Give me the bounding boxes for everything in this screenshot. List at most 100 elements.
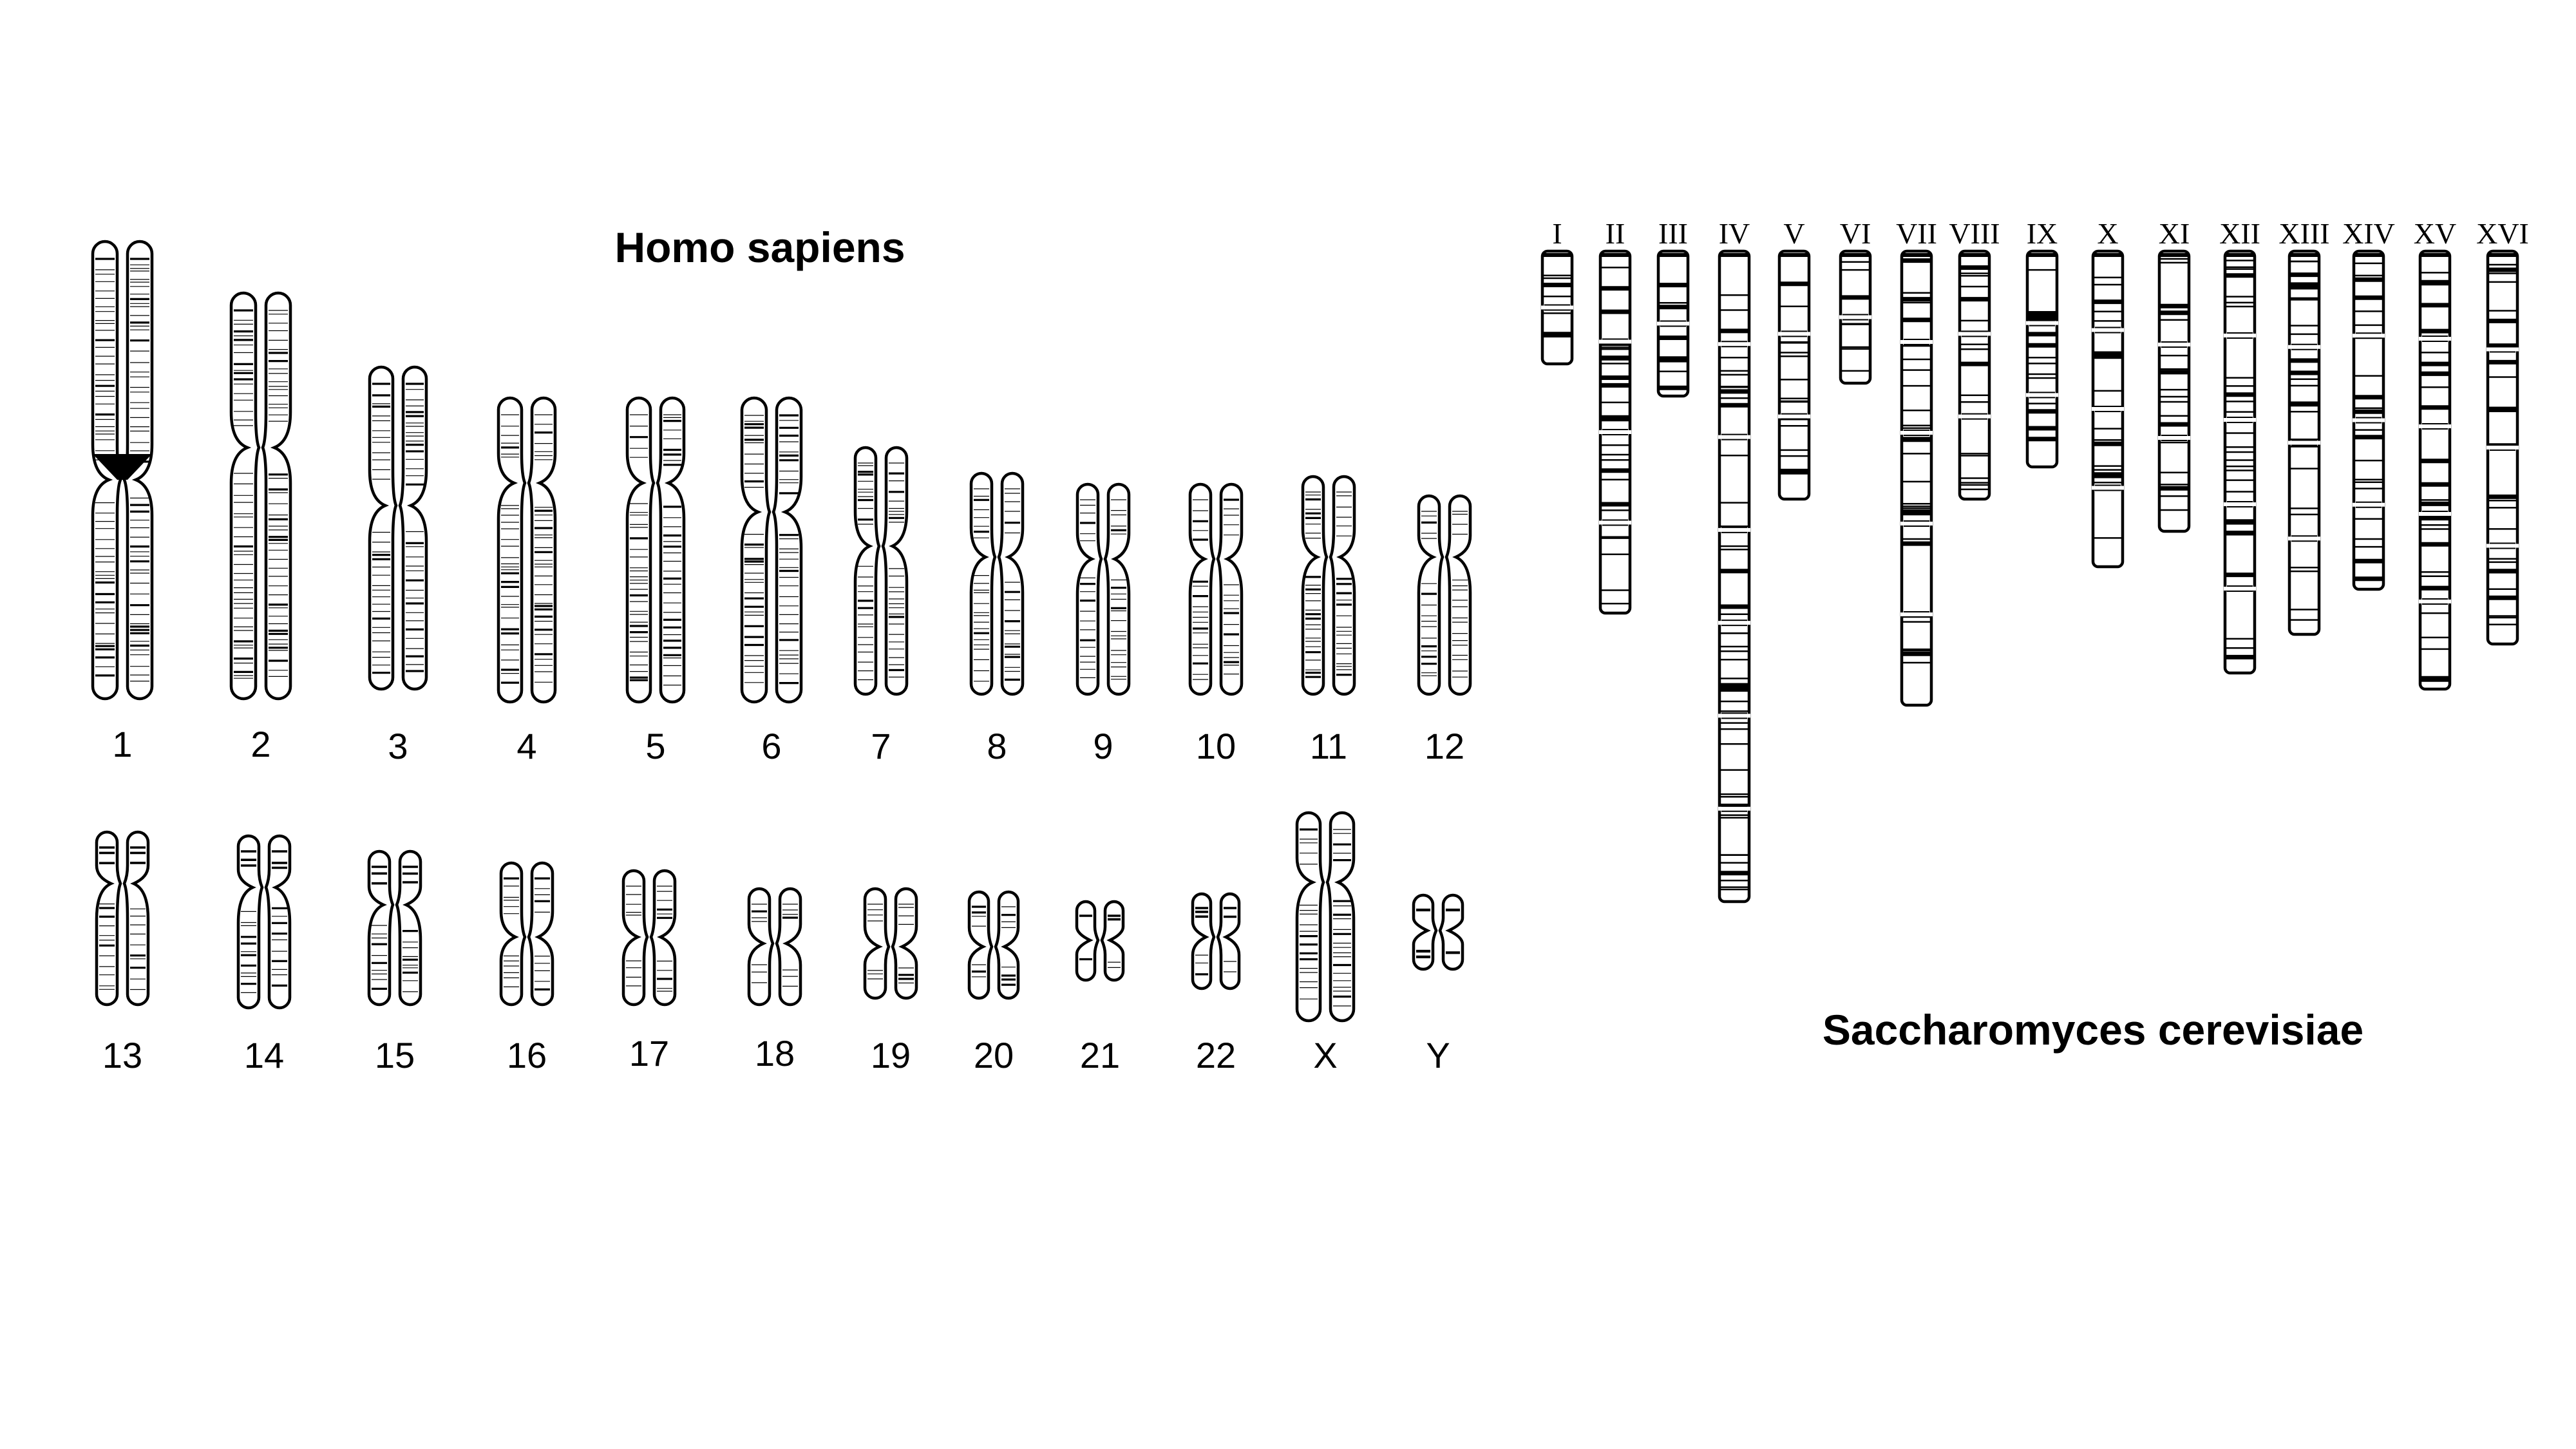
human-chromosome: 13 [97,832,148,1075]
human-chromosome: 1 [93,242,152,764]
chromatid [1303,477,1327,694]
chromatid [658,398,684,702]
yeast-chromosome: VIII [1949,217,2000,499]
chromatid [883,448,907,694]
chromatid [1419,496,1443,694]
chromosome-label: VI [1840,217,1871,250]
chromatid [1190,484,1214,694]
chromosome-label: XV [2414,217,2456,250]
yeast-chromosome: XVI [2476,217,2529,644]
chromatid [777,889,800,1005]
chromatid [1331,477,1354,694]
chromatid [498,398,525,702]
chromatid [263,293,290,699]
human-chromosome: 17 [623,871,675,1074]
chromatid [97,832,120,1005]
chromatid [855,448,879,694]
chromatid [529,863,553,1005]
yeast-chromosome: XII [2219,217,2260,673]
human-chromosome: 15 [369,851,421,1075]
chromatid [1077,902,1098,980]
chromatid-outline [238,836,262,1008]
chromatid-outline [777,889,800,1005]
chromatid-outline [97,832,120,1005]
chromosome-label: VIII [1949,217,2000,250]
human-chromosome: 20 [969,892,1018,1075]
chromosome-label: 8 [987,726,1007,766]
chromatid [124,832,148,1005]
chromosome-outline [2225,251,2255,673]
yeast-chromosome-set: I II III IV V VI VII VIII IX X XI XII XIII XIV XV XVI [1541,217,2529,902]
chromosome-label: XI [2159,217,2190,250]
human-chromosome: 8 [971,473,1023,766]
chromosome-label: 10 [1196,726,1236,766]
chromatid [1297,813,1323,1021]
yeast-chromosome: X [2092,217,2124,567]
chromosome-label: X [1313,1035,1337,1075]
yeast-chromosome: XIII [2278,217,2329,634]
chromosome-label: 5 [645,726,665,766]
chromatid [623,871,647,1005]
chromatid-outline [501,863,525,1005]
chromatid-outline [266,836,290,1008]
chromatid-outline [623,871,647,1005]
chromatid [266,836,290,1008]
human-title: Homo sapiens [614,223,905,271]
chromatid [1102,902,1123,980]
chromatid-outline [1440,895,1463,969]
human-chromosome: 9 [1077,484,1129,766]
chromatid-outline [969,892,992,998]
human-chromosome: 14 [238,836,290,1075]
chromatid [1446,496,1470,694]
chromosome-label: XIV [2342,217,2395,250]
chromosome-label: 15 [375,1035,415,1075]
human-chromosome: 21 [1077,902,1123,1075]
chromosome-label: 17 [629,1033,669,1074]
chromosome-label: 11 [1310,726,1347,766]
chromatid [742,398,770,702]
yeast-chromosome: VI [1839,217,1871,383]
human-chromosome: 18 [749,889,800,1074]
human-chromosome: 4 [498,398,555,766]
chromosome-label: 21 [1080,1035,1120,1075]
chromatid [893,889,916,998]
chromosome-label: 12 [1425,726,1464,766]
chromatid [651,871,675,1005]
chromosome-label: 19 [871,1035,911,1075]
chromatid [996,892,1018,998]
chromatid-outline [1077,902,1098,980]
chromatid-outline [1331,477,1354,694]
chromatid [501,863,525,1005]
chromatid [1218,894,1239,989]
yeast-chromosome: II [1599,217,1631,613]
chromatid [1440,895,1463,969]
human-chromosome: 11 [1303,477,1354,766]
human-chromosome: 22 [1193,894,1239,1075]
chromatid-outline [498,398,525,702]
yeast-chromosome: XI [2158,217,2190,531]
chromatid-outline [1077,484,1101,694]
chromatid [397,851,421,1005]
chromatid [231,293,259,699]
chromatid-outline [529,863,553,1005]
chromatid [370,367,396,689]
chromatid-outline [999,473,1023,694]
chromatid [1327,813,1354,1021]
chromatid-outline [651,871,675,1005]
chromosome-label: XVI [2476,217,2529,250]
chromatid [749,889,773,1005]
yeast-chromosome: I [1541,217,1573,364]
chromatid [999,473,1023,694]
chromosome-outline [1779,251,1809,499]
yeast-title: Saccharomyces cerevisiae [1823,1006,2363,1054]
chromosome-outline [2420,251,2450,689]
chromosome-outline [2027,251,2057,467]
chromatid [971,473,995,694]
human-chromosome: X [1297,813,1354,1075]
yeast-karyotype-panel: I II III IV V VI VII VIII IX X XI XII XIII XIV XV XVI S… [1541,217,2529,1054]
chromatid [773,398,801,702]
chromatid-outline [1297,813,1323,1021]
chromatid-outline [658,398,684,702]
